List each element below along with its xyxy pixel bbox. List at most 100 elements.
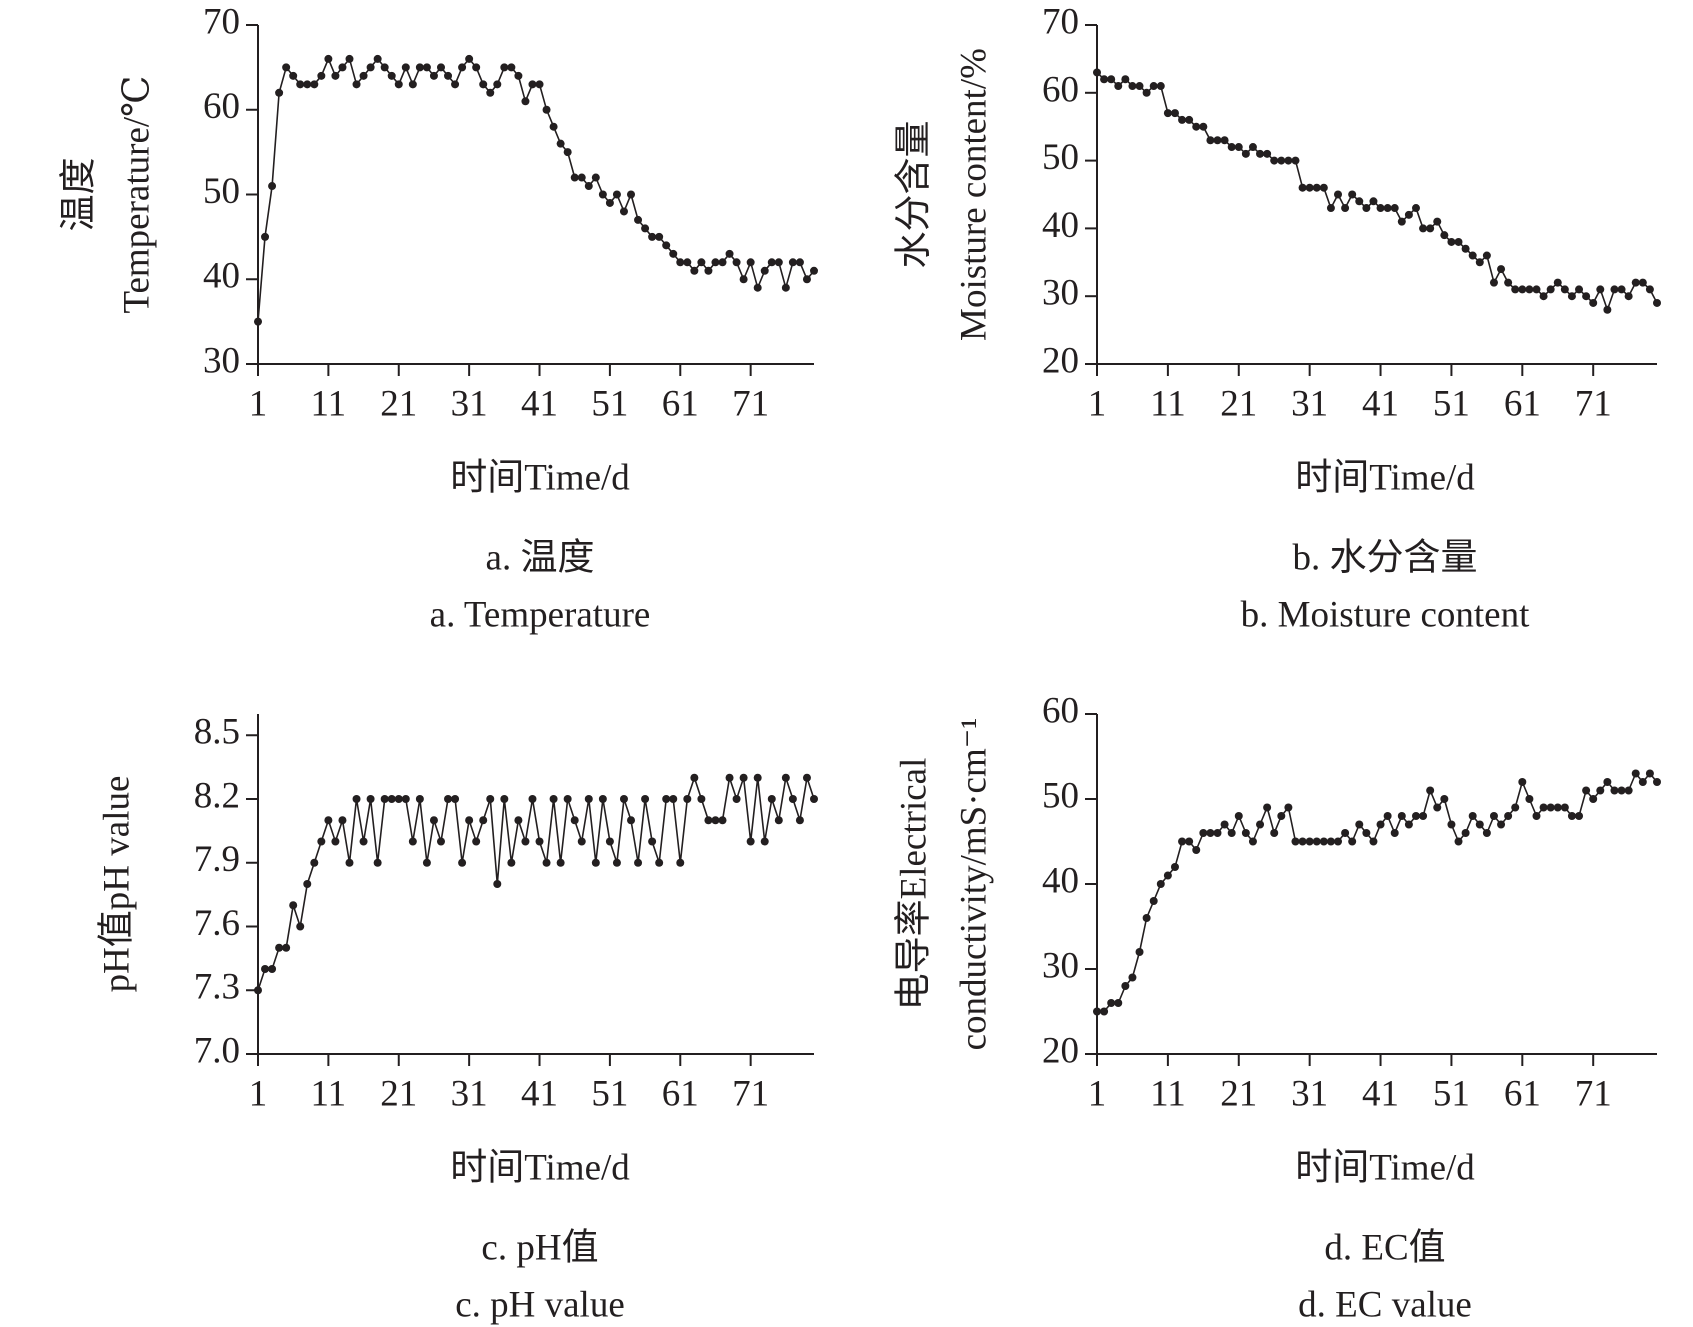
data-point [1227,829,1236,837]
data-point [1142,914,1151,922]
data-point [795,258,804,267]
data-point [401,63,410,72]
data-point [739,275,748,284]
x-tick-label: 41 [521,1073,558,1114]
data-point [1121,75,1130,84]
data-point [1256,149,1265,158]
axes [257,714,814,1055]
y-axis-label: conductivity/mS·cm⁻¹ [953,718,994,1051]
data-point [479,80,488,89]
data-point [359,837,368,846]
data-point [296,80,305,89]
data-point [1107,75,1116,84]
data-point [500,795,509,803]
data-point [1560,285,1569,294]
data-point [1603,778,1612,786]
data-point [1461,244,1470,253]
x-tick-label: 61 [1504,383,1541,424]
data-point [479,816,488,825]
data-point [655,858,664,867]
x-tick-label: 1 [249,383,268,424]
data-point [373,54,382,63]
data-point [521,837,530,846]
data-point [429,816,438,825]
data-point [1567,812,1576,820]
axes [1096,714,1657,1055]
data-point [1291,837,1300,846]
data-point [683,795,692,803]
x-axis-label: 时间Time/d [450,1147,630,1188]
data-point [1546,285,1555,294]
data-point [746,837,755,846]
data-point [570,816,579,825]
data-point [655,232,664,241]
data-point [1589,795,1598,803]
data-point [711,258,720,267]
data-point [1156,880,1165,888]
data-point [1284,803,1293,812]
data-point [1497,265,1506,274]
data-point [1093,1007,1101,1016]
data-point [605,837,614,846]
data-point [810,266,818,275]
data-point [1546,803,1555,812]
data-point [436,63,445,72]
data-point [1334,837,1343,846]
data-point [500,63,509,72]
data-point [387,795,396,803]
data-point [1178,115,1187,124]
data-point [591,173,600,182]
y-tick-label: 50 [1042,137,1079,178]
x-tick-label: 61 [662,383,699,424]
data-point [1617,285,1626,294]
data-point [324,816,333,825]
data-point [746,258,755,267]
data-point [1404,820,1413,829]
data-point [669,795,678,803]
data-point [767,795,776,803]
y-tick-label: 30 [203,340,240,381]
data-point [704,266,713,275]
data-point [458,63,467,72]
data-point [1114,82,1123,91]
data-point [1277,156,1286,165]
axes [257,25,814,365]
y-tick-label: 60 [1042,69,1079,110]
data-point [345,54,354,63]
data-point [1248,837,1257,846]
x-tick-label: 41 [1362,383,1399,424]
y-tick-label: 50 [203,171,240,212]
data-point [1192,122,1201,131]
data-point [1624,292,1633,301]
data-point [697,795,706,803]
data-point [718,816,727,825]
data-point [521,97,530,106]
x-tick-label: 71 [732,1073,769,1114]
data-point [1575,285,1584,294]
data-point [1426,224,1435,233]
data-point [598,190,607,199]
data-point [1234,812,1243,820]
data-point [781,773,790,782]
data-point [584,795,593,803]
data-point [1638,278,1647,287]
data-point [1539,803,1548,812]
data-point [1653,298,1661,307]
y-axis-label: 电导率Electrical [892,758,934,1011]
data-point [1348,190,1357,199]
data-point [1121,982,1130,990]
data-point [634,858,643,867]
y-tick-label: 8.5 [194,712,240,753]
x-tick-label: 61 [662,1073,699,1114]
data-point [781,283,790,292]
data-point [1220,136,1229,145]
data-point [1383,204,1392,213]
data-point [444,795,453,803]
caption: d. EC值 [1324,1227,1445,1268]
data-point [1553,803,1562,812]
data-point [1653,778,1661,786]
x-tick-label: 11 [311,1073,347,1114]
x-tick-label: 41 [521,383,558,424]
